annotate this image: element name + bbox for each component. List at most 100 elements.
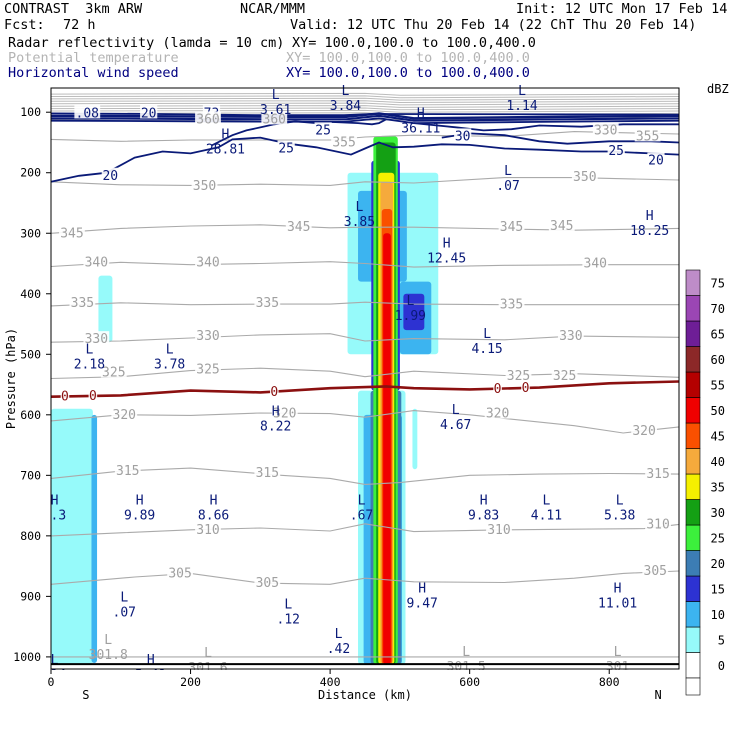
extremum-letter: L bbox=[518, 84, 526, 99]
colorbar-tick-label: 20 bbox=[711, 557, 725, 571]
contour-label-bg bbox=[521, 380, 530, 394]
reflectivity-cell bbox=[51, 408, 93, 665]
contour-label: 305 bbox=[256, 576, 279, 591]
extremum-letter: L bbox=[335, 627, 343, 642]
colorbar-tick-label: 70 bbox=[711, 302, 725, 316]
reflectivity-cell bbox=[403, 293, 425, 331]
contour-label-bg bbox=[582, 255, 609, 269]
contour-label: 305 bbox=[644, 564, 667, 579]
colorbar-swatch bbox=[685, 575, 701, 602]
reflectivity-cell bbox=[412, 408, 418, 470]
extremum-value: 9.47 bbox=[407, 596, 438, 611]
contour-label: .08 bbox=[76, 106, 99, 121]
contour-label: 20 bbox=[141, 106, 157, 121]
colorbar-swatch bbox=[685, 499, 701, 526]
contour-label-bg bbox=[454, 128, 472, 142]
field-wind-name: Horizontal wind speed bbox=[8, 65, 179, 81]
contour-label: 330 bbox=[594, 123, 617, 138]
y-tick-label: 300 bbox=[20, 226, 41, 240]
max-min-markers: L3.61L3.84L1.14H36.11H28.81L.07L3.85H12.… bbox=[43, 84, 670, 683]
colorbar-swatch bbox=[685, 422, 701, 449]
colorbar-tick-label: 10 bbox=[711, 608, 725, 622]
extremum-value: .42 bbox=[327, 642, 350, 657]
colorbar-tick-label: 0 bbox=[718, 659, 725, 673]
contour-label: 320 bbox=[486, 407, 509, 422]
y-tick-label: 400 bbox=[20, 287, 41, 301]
contour-label: 355 bbox=[332, 135, 355, 150]
plot-frame bbox=[50, 87, 680, 670]
x-tick-label: 600 bbox=[459, 675, 480, 689]
extremum-value: .07 bbox=[496, 179, 519, 194]
wind-contour bbox=[50, 112, 680, 120]
contour-label-bg bbox=[254, 464, 281, 478]
contour-label: 350 bbox=[193, 179, 216, 194]
contour-label-bg bbox=[88, 388, 98, 402]
contour-label-bg bbox=[254, 294, 281, 308]
extremum-letter: L bbox=[51, 653, 59, 668]
contour-label-bg bbox=[634, 128, 661, 142]
colorbar-swatch bbox=[685, 448, 701, 475]
freezing-level-contour bbox=[50, 380, 680, 398]
contour-label: 330 bbox=[559, 329, 582, 344]
x-end-label-north: N bbox=[654, 688, 661, 702]
extremum-value: 4.11 bbox=[531, 509, 562, 524]
contour-label-bg bbox=[551, 368, 578, 382]
field-theta-xy: XY= 100.0,100.0 to 100.0,400.0 bbox=[286, 50, 530, 66]
extremum-value: .12 bbox=[277, 613, 300, 628]
contour-label-bg bbox=[60, 388, 70, 402]
theta-contour bbox=[50, 410, 680, 434]
contour-label-bg bbox=[271, 405, 298, 419]
colorbar-swatch bbox=[685, 550, 701, 577]
theta-contour bbox=[50, 95, 680, 99]
contour-label: 315 bbox=[646, 467, 669, 482]
extremum-value: 28.81 bbox=[206, 142, 245, 157]
extremum-letter: H bbox=[614, 581, 622, 596]
wind-contour bbox=[50, 114, 680, 122]
contour-label-bg bbox=[277, 140, 295, 154]
contour-label-bg bbox=[114, 463, 141, 477]
contour-label: 315 bbox=[116, 464, 139, 479]
bottom-mask bbox=[0, 670, 686, 740]
contour-label-bg bbox=[571, 168, 598, 182]
theta-contour bbox=[50, 97, 680, 101]
colorbar-tick-label: 65 bbox=[711, 328, 725, 342]
y-tick-label: 800 bbox=[20, 529, 41, 543]
extremum-letter: H bbox=[147, 653, 155, 668]
contour-label-bg bbox=[484, 405, 511, 419]
extremum-value: 9.89 bbox=[124, 509, 155, 524]
field-reflectivity-name: Radar reflectivity (lamda = 10 cm) bbox=[8, 35, 285, 51]
extremum-letter: L bbox=[614, 645, 622, 660]
theta-contour bbox=[50, 92, 680, 96]
y-tick-label: 500 bbox=[20, 347, 41, 361]
contour-label: 305 bbox=[168, 566, 191, 581]
left-mask bbox=[0, 84, 51, 684]
extremum-value: 301.8 bbox=[89, 648, 128, 663]
colorbar-swatch bbox=[685, 320, 701, 347]
extremum-letter: H bbox=[443, 236, 451, 251]
contour-label: 310 bbox=[487, 523, 510, 538]
contour-label: 320 bbox=[632, 424, 655, 439]
contour-label: 345 bbox=[287, 220, 310, 235]
contour-label-bg bbox=[498, 296, 525, 310]
field-wind-xy: XY= 100.0,100.0 to 100.0,400.0 bbox=[286, 65, 530, 81]
extremum-value: 11.01 bbox=[598, 596, 637, 611]
colorbar-tick-label: 40 bbox=[711, 455, 725, 469]
colorbar-swatch bbox=[685, 677, 701, 696]
freezing-level-line bbox=[50, 380, 680, 398]
center-label: NCAR/MMM bbox=[240, 1, 306, 17]
extremum-letter: H bbox=[417, 106, 425, 121]
extremum-letter: L bbox=[104, 633, 112, 648]
contour-label: 340 bbox=[85, 255, 108, 270]
contour-label: 310 bbox=[196, 523, 219, 538]
contour-label-bg bbox=[285, 219, 312, 233]
wind-contour bbox=[50, 112, 680, 117]
extremum-letter: L bbox=[358, 494, 366, 509]
extremum-value: 5.38 bbox=[604, 509, 635, 524]
contour-label-bg bbox=[642, 562, 669, 576]
colorbar-tick-label: 55 bbox=[711, 379, 725, 393]
y-tick-label: 700 bbox=[20, 468, 41, 482]
x-axis-label: Distance (km) bbox=[318, 688, 412, 702]
extremum-letter: L bbox=[452, 403, 460, 418]
extremum-value: 2.18 bbox=[74, 357, 105, 372]
extremum-letter: H bbox=[480, 494, 488, 509]
